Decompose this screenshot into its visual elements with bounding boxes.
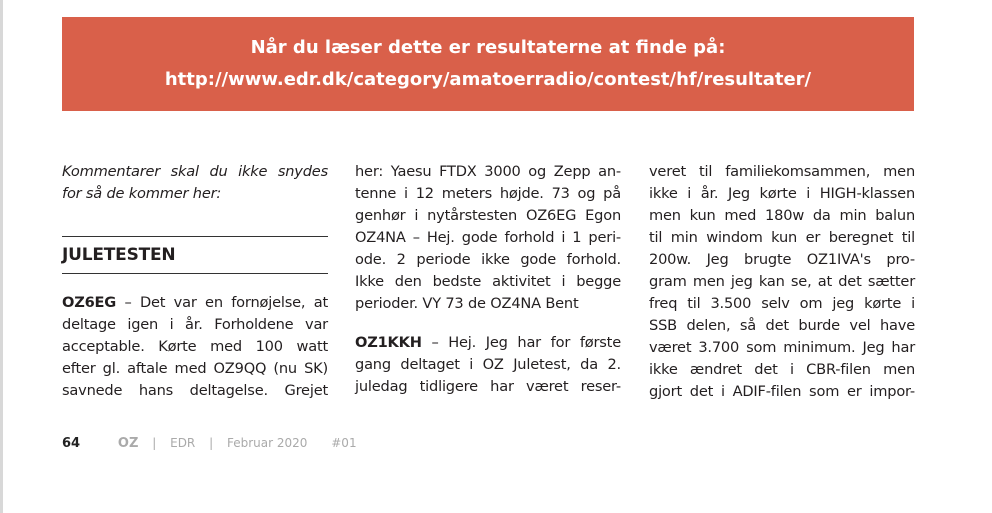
paragraph-line: genhør i nytårstesten OZ6EG Egon <box>355 207 621 224</box>
callsign: OZ1KKH <box>355 334 422 351</box>
paragraph-line: OZ6EG – Det var en fornøjelse, at <box>62 292 328 314</box>
callsign: OZ6EG <box>62 294 117 311</box>
paragraph-line: ikke i år. Jeg kørte i HIGH-klassen <box>649 185 915 202</box>
paragraph-line: her: Yaesu FTDX 3000 og Zepp an- <box>355 163 621 180</box>
paragraph-line: ikke ændret det i CBR-filen men <box>649 361 915 378</box>
paragraph-line: SSB delen, så det burde vel have <box>649 317 915 334</box>
paragraph-line: tenne i 12 meters højde. 73 og på <box>355 185 621 202</box>
column-1: Kommentarer skal du ikke snydes for så d… <box>62 161 328 402</box>
paragraph-line: været 3.700 som minimum. Jeg har <box>649 339 915 356</box>
column-2: her: Yaesu FTDX 3000 og Zepp an- tenne i… <box>355 161 621 398</box>
paragraph-line: juledag tidligere har været reser- <box>355 378 621 395</box>
paragraph-line: perioder. VY 73 de OZ4NA Bent <box>355 295 579 312</box>
divider <box>62 273 328 274</box>
banner-text: Når du læser dette er resultaterne at fi… <box>250 37 726 58</box>
results-banner: Når du læser dette er resultaterne at fi… <box>62 17 914 111</box>
page-number: 64 <box>62 436 81 451</box>
paragraph-line: men kun med 180w da min balun <box>649 207 915 224</box>
banner-url[interactable]: http://www.edr.dk/category/amatoerradio/… <box>164 69 812 90</box>
paragraph-line: veret til familiekomsammen, men <box>649 163 915 180</box>
paragraph-line: efter gl. aftale med OZ9QQ (nu SK) <box>62 360 328 377</box>
page-footer: 64 OZ | EDR | Februar 2020 #01 <box>62 436 367 451</box>
paragraph-line: ode. 2 periode ikke gode forhold. <box>355 251 621 268</box>
paragraph-line: gang deltaget i OZ Juletest, da 2. <box>355 356 621 373</box>
organization: EDR <box>170 436 196 450</box>
paragraph-line: deltage igen i år. Forholdene var <box>62 316 328 333</box>
paragraph-line: Ikke den bedste aktivitet i begge <box>355 273 621 290</box>
divider <box>62 236 328 237</box>
magazine-name: OZ <box>117 436 139 451</box>
paragraph-line: gjort det i ADIF-filen som er impor- <box>649 383 915 400</box>
separator: | <box>152 436 157 450</box>
intro-line: for så de kommer her: <box>62 185 222 202</box>
paragraph-line: OZ1KKH – Hej. Jeg har for første <box>355 332 621 354</box>
paragraph-line: OZ4NA – Hej. gode forhold i 1 peri- <box>355 229 621 246</box>
intro-line: Kommentarer skal du ikke snydes <box>62 163 328 180</box>
issue-date: Februar 2020 <box>226 436 308 450</box>
column-3: veret til familiekomsammen, men ikke i å… <box>649 161 915 403</box>
paragraph-line: freq til 3.500 selv om jeg kørte i <box>649 295 915 312</box>
paragraph-line: gram men jeg kan se, at det sætter <box>649 273 915 290</box>
page-edge <box>0 0 3 513</box>
section-heading: JULETESTEN <box>62 245 176 265</box>
paragraph-line: savnede hans deltagelse. Grejet <box>62 382 328 399</box>
paragraph-line: 200w. Jeg brugte OZ1IVA's pro- <box>649 251 915 268</box>
issue-number: #01 <box>331 436 357 450</box>
separator: | <box>209 436 214 450</box>
text: – Det var en fornøjelse, at <box>116 294 328 311</box>
paragraph-line: til min windom kun er beregnet til <box>649 229 915 246</box>
text: – Hej. Jeg har for første <box>421 334 621 351</box>
paragraph-line: acceptable. Kørte med 100 watt <box>62 338 328 355</box>
